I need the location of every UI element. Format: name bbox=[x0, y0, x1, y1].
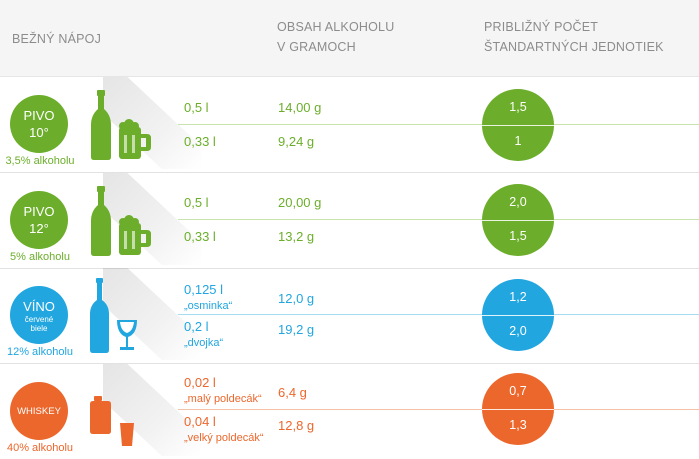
drink-degree: 12° bbox=[29, 221, 49, 236]
alcohol-percent: 5% alkoholu bbox=[10, 251, 70, 263]
alcohol-percent: 12% alkoholu bbox=[6, 346, 74, 358]
volume: 0,33 l bbox=[184, 229, 216, 244]
units-value: 2,0 bbox=[509, 324, 527, 338]
alcohol-percent: 3,5% alkoholu bbox=[5, 155, 75, 167]
units-value: 2,0 bbox=[509, 195, 527, 209]
grams: 14,00 g bbox=[278, 100, 322, 115]
drink-name: PIVO bbox=[23, 108, 55, 123]
header-drink: BEŽNÝ NÁPOJ bbox=[12, 29, 101, 49]
grams: 19,2 g bbox=[278, 322, 315, 337]
row-divider bbox=[178, 219, 699, 220]
grams: 6,4 g bbox=[278, 385, 307, 400]
drink-name: PIVO bbox=[23, 204, 55, 219]
units-circle: 1,5 1 bbox=[482, 89, 554, 161]
units-circle: 0,7 1,3 bbox=[482, 373, 554, 445]
units-value: 1 bbox=[514, 134, 522, 148]
volume: 0,125 l bbox=[184, 282, 224, 297]
units-value: 1,5 bbox=[509, 100, 527, 114]
wine-bottle-icon bbox=[90, 278, 109, 353]
units-value: 0,7 bbox=[509, 384, 527, 398]
drink-type-white: biele bbox=[30, 323, 48, 333]
volume-cell: 0,125 l „osminka“ bbox=[184, 282, 232, 313]
drink-section-beer-12: PIVO 12° 5% alkoholu 0,5 l 20,00 g 0,33 … bbox=[0, 173, 699, 269]
drink-badge: PIVO 12° bbox=[10, 191, 68, 249]
drink-section-beer-10: PIVO 10° 3,5% alkoholu 0,5 l 14,00 g 0,3… bbox=[0, 77, 699, 173]
drink-section-whiskey: WHISKEY 40% alkoholu 0,02 l „malý poldec… bbox=[0, 364, 699, 459]
beer-bottle-icon bbox=[91, 90, 111, 160]
header-drink-label: BEŽNÝ NÁPOJ bbox=[12, 32, 102, 46]
header-alcohol-grams: OBSAH ALKOHOLU V GRAMOCH bbox=[277, 17, 394, 57]
units-divider bbox=[482, 409, 554, 410]
grams: 20,00 g bbox=[278, 195, 322, 210]
shot-glass-icon bbox=[120, 423, 134, 446]
header-alcohol-line2: V GRAMOCH bbox=[277, 40, 356, 54]
header-standard-units: PRIBLIŽNÝ POČET ŠTANDARTNÝCH JEDNOTIEK bbox=[484, 17, 664, 57]
row-divider bbox=[178, 409, 699, 410]
units-circle: 2,0 1,5 bbox=[482, 184, 554, 256]
volume: 0,04 l bbox=[184, 414, 216, 429]
wine-glass-icon bbox=[117, 320, 137, 350]
row-divider bbox=[178, 124, 699, 125]
units-value: 1,3 bbox=[509, 418, 527, 432]
units-divider bbox=[482, 125, 554, 126]
volume-note: „osminka“ bbox=[184, 300, 233, 312]
grams: 12,0 g bbox=[278, 291, 315, 306]
drink-section-wine: VÍNO červené biele 12% alkoholu 0,125 l … bbox=[0, 268, 699, 364]
units-divider bbox=[482, 315, 554, 316]
drink-type-red: červené bbox=[24, 314, 54, 324]
volume-cell: 0,2 l „dvojka“ bbox=[184, 319, 223, 350]
volume-cell: 0,02 l „malý poldecák“ bbox=[184, 375, 262, 406]
volume: 0,5 l bbox=[184, 100, 209, 115]
drink-badge: PIVO 10° bbox=[10, 95, 68, 153]
volume-note: „dvojka“ bbox=[184, 337, 224, 349]
header-alcohol-line1: OBSAH ALKOHOLU bbox=[277, 20, 395, 34]
grams: 13,2 g bbox=[278, 229, 315, 244]
units-circle: 1,2 2,0 bbox=[482, 279, 554, 351]
beer-icons bbox=[91, 90, 151, 160]
drink-name: WHISKEY bbox=[17, 405, 61, 417]
drink-badge: WHISKEY bbox=[10, 382, 68, 440]
units-value: 1,5 bbox=[509, 229, 527, 243]
volume: 0,33 l bbox=[184, 134, 216, 149]
beer-mug-icon bbox=[119, 215, 151, 255]
flask-icon bbox=[90, 396, 111, 434]
volume: 0,5 l bbox=[184, 195, 209, 210]
alcohol-percent: 40% alkoholu bbox=[6, 442, 74, 454]
header-units-line2: ŠTANDARTNÝCH JEDNOTIEK bbox=[484, 40, 664, 54]
volume-note: „velký poldecák“ bbox=[184, 432, 264, 444]
volume-cell: 0,04 l „velký poldecák“ bbox=[184, 414, 263, 445]
volume-note: „malý poldecák“ bbox=[184, 393, 262, 405]
drink-degree: 10° bbox=[29, 125, 49, 140]
whiskey-icons bbox=[90, 396, 134, 446]
drink-badge: VÍNO červené biele bbox=[10, 286, 68, 344]
drink-name: VÍNO bbox=[23, 298, 55, 314]
beer-mug-icon bbox=[119, 119, 151, 159]
wine-icons bbox=[90, 278, 137, 353]
volume: 0,02 l bbox=[184, 375, 216, 390]
grams: 9,24 g bbox=[278, 134, 315, 149]
row-divider bbox=[178, 314, 699, 315]
units-divider bbox=[482, 220, 554, 221]
table-header: BEŽNÝ NÁPOJ OBSAH ALKOHOLU V GRAMOCH PRI… bbox=[0, 0, 699, 77]
units-value: 1,2 bbox=[509, 290, 527, 304]
beer-bottle-icon bbox=[91, 186, 111, 256]
volume: 0,2 l bbox=[184, 319, 209, 334]
header-units-line1: PRIBLIŽNÝ POČET bbox=[484, 20, 599, 34]
grams: 12,8 g bbox=[278, 418, 315, 433]
beer-icons bbox=[91, 186, 151, 256]
